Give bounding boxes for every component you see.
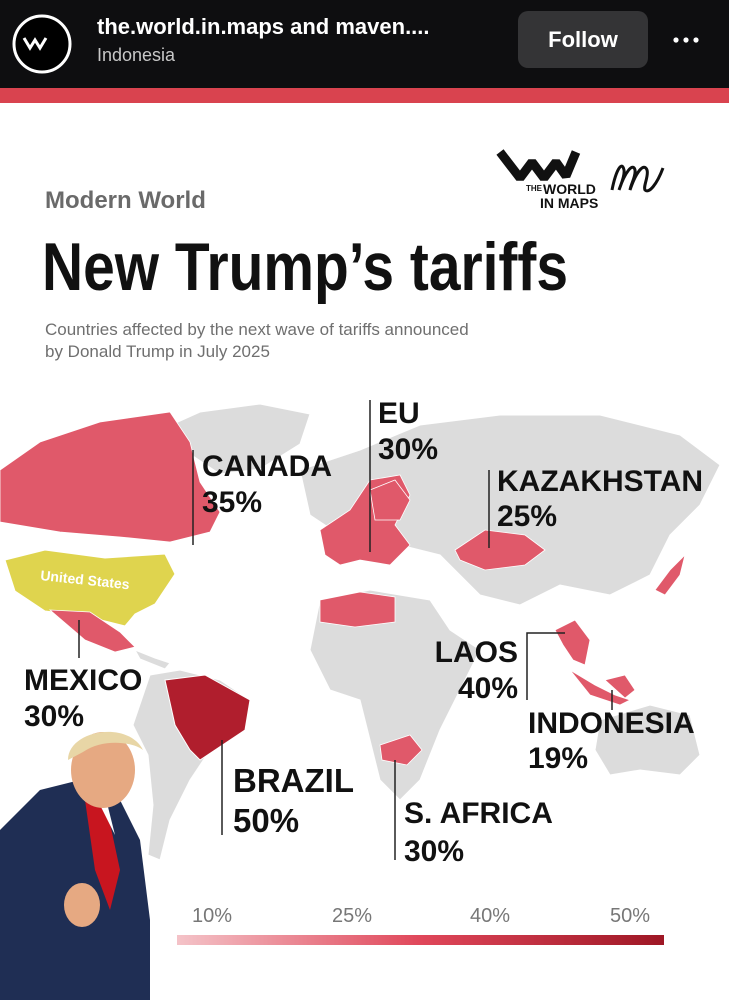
logo-small: THE (526, 184, 543, 193)
more-menu[interactable] (673, 37, 699, 43)
country-rate: 19% (528, 742, 588, 775)
country-name: KAZAKHSTAN (497, 465, 703, 498)
logo-line1: WORLD (543, 181, 596, 197)
subtitle-line: by Donald Trump in July 2025 (45, 342, 270, 361)
country-rate: 35% (202, 486, 262, 519)
brand-logo (496, 149, 581, 181)
country-rate: 30% (378, 433, 438, 466)
logo-line2: IN MAPS (540, 195, 598, 211)
country-rate: 25% (497, 500, 557, 533)
legend-label: 50% (610, 905, 650, 927)
legend-label: 40% (470, 905, 510, 927)
country-rate: 30% (24, 700, 84, 733)
legend-label: 25% (332, 905, 372, 927)
avatar-logo (22, 37, 48, 51)
red-stripe (0, 88, 729, 103)
country-name: EU (378, 397, 420, 430)
world-map (0, 403, 721, 861)
legend-label: 10% (192, 905, 232, 927)
follow-button[interactable] (518, 11, 648, 68)
country-name: S. AFRICA (404, 797, 553, 830)
location[interactable]: Indonesia (97, 45, 176, 65)
leader-lines (78, 400, 613, 860)
country-rate: 40% (458, 672, 518, 705)
photo (0, 731, 150, 1000)
follow-label: Follow (548, 27, 619, 52)
kicker: Modern World (45, 187, 206, 214)
legend-bar (177, 935, 664, 945)
country-name: BRAZIL (233, 762, 354, 799)
country-name: INDONESIA (528, 707, 695, 740)
country-name: LAOS (435, 636, 518, 669)
subtitle-line: Countries affected by the next wave of t… (45, 320, 469, 339)
country-name: CANADA (202, 450, 332, 483)
country-rate: 30% (404, 835, 464, 868)
account-name[interactable]: the.world.in.maps and maven.... (97, 14, 430, 39)
maven-logo (610, 164, 665, 193)
country-rate: 50% (233, 802, 299, 839)
country-name: MEXICO (24, 664, 142, 697)
title: New Trump’s tariffs (42, 229, 568, 305)
